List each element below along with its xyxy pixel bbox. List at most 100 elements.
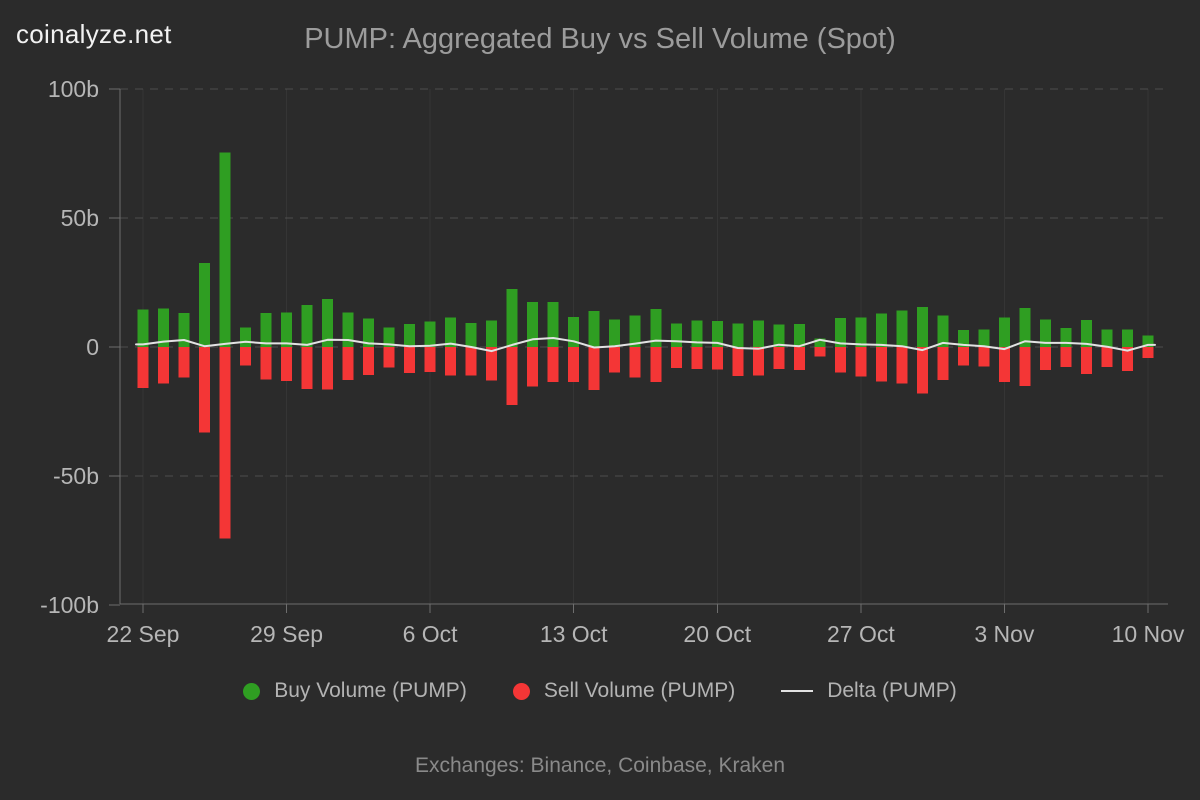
buy-bar bbox=[527, 302, 539, 347]
sell-bar bbox=[957, 347, 969, 366]
sell-bar bbox=[752, 347, 764, 376]
buy-bar bbox=[281, 312, 293, 347]
exchanges-note: Exchanges: Binance, Coinbase, Kraken bbox=[414, 754, 786, 777]
buy-bar bbox=[691, 320, 703, 347]
sell-bar bbox=[527, 347, 539, 387]
sell-bar bbox=[650, 347, 662, 382]
sell-bar bbox=[937, 347, 949, 380]
sell-bar bbox=[219, 347, 231, 539]
delta-line-icon bbox=[781, 690, 814, 692]
buy-bar bbox=[814, 338, 826, 347]
sell-bar bbox=[588, 347, 600, 391]
buy-bar bbox=[568, 317, 580, 347]
sell-bar bbox=[301, 347, 313, 389]
buy-bar bbox=[978, 329, 990, 347]
buy-bar bbox=[240, 327, 252, 347]
buy-bar bbox=[732, 323, 744, 347]
legend-item-buy-volume[interactable]: Buy Volume (PUMP) bbox=[243, 679, 467, 703]
buy-bar bbox=[773, 324, 785, 347]
sell-bar bbox=[916, 347, 928, 394]
buy-bar bbox=[855, 317, 867, 347]
legend-label-buy: Buy Volume (PUMP) bbox=[274, 679, 467, 702]
site-logo[interactable]: coinalyze.net bbox=[16, 19, 172, 49]
sell-bar bbox=[1122, 347, 1133, 371]
sell-bar bbox=[322, 347, 334, 390]
x-axis-label: 3 Nov bbox=[974, 621, 1035, 647]
sell-bar bbox=[363, 347, 375, 375]
x-axis-label: 22 Sep bbox=[107, 621, 180, 647]
delta-line bbox=[135, 337, 1156, 353]
y-axis-label: -100b bbox=[40, 592, 99, 618]
sell-bar bbox=[773, 347, 785, 369]
sell-volume-dot-icon bbox=[512, 682, 530, 700]
buy-bar bbox=[178, 313, 190, 347]
sell-bar bbox=[240, 347, 252, 366]
buy-bar bbox=[137, 309, 149, 347]
buy-bar bbox=[1081, 319, 1092, 347]
buy-bar bbox=[158, 308, 169, 347]
buy-bar bbox=[301, 304, 313, 347]
buy-bar bbox=[793, 323, 805, 347]
buy-bar bbox=[547, 302, 559, 347]
buy-bar bbox=[383, 327, 395, 347]
buy-bar bbox=[937, 315, 949, 347]
buy-bar bbox=[363, 318, 375, 347]
sell-bar bbox=[732, 347, 744, 376]
buy-bar bbox=[957, 330, 969, 347]
buy-bar bbox=[1142, 335, 1154, 347]
buy-bar bbox=[711, 320, 723, 347]
sell-bar bbox=[814, 347, 826, 357]
sell-bar bbox=[793, 347, 805, 370]
sell-bar bbox=[1142, 347, 1154, 359]
sell-bar bbox=[547, 347, 559, 382]
x-axis-label: 13 Oct bbox=[540, 621, 608, 647]
sell-bar bbox=[199, 347, 210, 433]
volume-chart: 100b 50b 0 -50b -100b 22 Sep 29 Sep 6 Oct 13 Oct… bbox=[40, 76, 1185, 647]
sell-bar bbox=[137, 347, 149, 388]
y-axis-label: -50b bbox=[53, 463, 99, 489]
legend-label-delta: Delta (PUMP) bbox=[827, 679, 957, 702]
sell-bar bbox=[506, 347, 518, 406]
sell-bar bbox=[1039, 347, 1051, 370]
buy-bar bbox=[588, 310, 600, 347]
sell-bar bbox=[260, 347, 272, 380]
sell-bar bbox=[568, 347, 580, 382]
y-axis-label: 50b bbox=[61, 205, 99, 231]
x-axis-label: 27 Oct bbox=[827, 621, 895, 647]
sell-bar bbox=[281, 347, 293, 382]
sell-bar bbox=[1019, 347, 1031, 387]
sell-bar bbox=[486, 347, 498, 381]
sell-bar bbox=[855, 347, 867, 377]
chart-title: PUMP: Aggregated Buy vs Sell Volume (Spo… bbox=[304, 23, 896, 55]
buy-bar bbox=[486, 320, 498, 347]
sell-bar bbox=[445, 347, 457, 376]
buy-bar bbox=[322, 299, 334, 347]
legend-item-delta[interactable]: Delta (PUMP) bbox=[781, 679, 957, 703]
buy-bar bbox=[342, 312, 354, 347]
buy-bar bbox=[1019, 307, 1031, 347]
buy-bar bbox=[199, 263, 210, 347]
legend: Buy Volume (PUMP) Sell Volume (PUMP) Del… bbox=[0, 675, 1200, 707]
buy-bar bbox=[752, 320, 764, 347]
x-axis-label: 29 Sep bbox=[250, 621, 323, 647]
buy-bar bbox=[896, 310, 908, 347]
sell-bar bbox=[998, 347, 1010, 382]
sell-bar bbox=[404, 347, 416, 374]
x-axis-label: 10 Nov bbox=[1112, 621, 1185, 647]
sell-bar bbox=[178, 347, 190, 378]
buy-bar bbox=[650, 308, 662, 347]
buy-bar bbox=[219, 152, 231, 347]
buy-bar bbox=[1122, 329, 1133, 347]
sell-bar bbox=[1101, 347, 1113, 368]
sell-bar bbox=[896, 347, 908, 384]
sell-bar bbox=[1060, 347, 1072, 367]
buy-bar bbox=[404, 323, 416, 347]
buy-bar bbox=[1060, 328, 1072, 347]
buy-bar bbox=[445, 317, 457, 347]
sell-bar bbox=[424, 347, 436, 372]
buy-bar bbox=[670, 323, 682, 347]
buy-bar bbox=[834, 318, 846, 347]
legend-item-sell-volume[interactable]: Sell Volume (PUMP) bbox=[512, 679, 735, 703]
buy-bar bbox=[609, 319, 621, 347]
buy-volume-dot-icon bbox=[243, 682, 261, 700]
